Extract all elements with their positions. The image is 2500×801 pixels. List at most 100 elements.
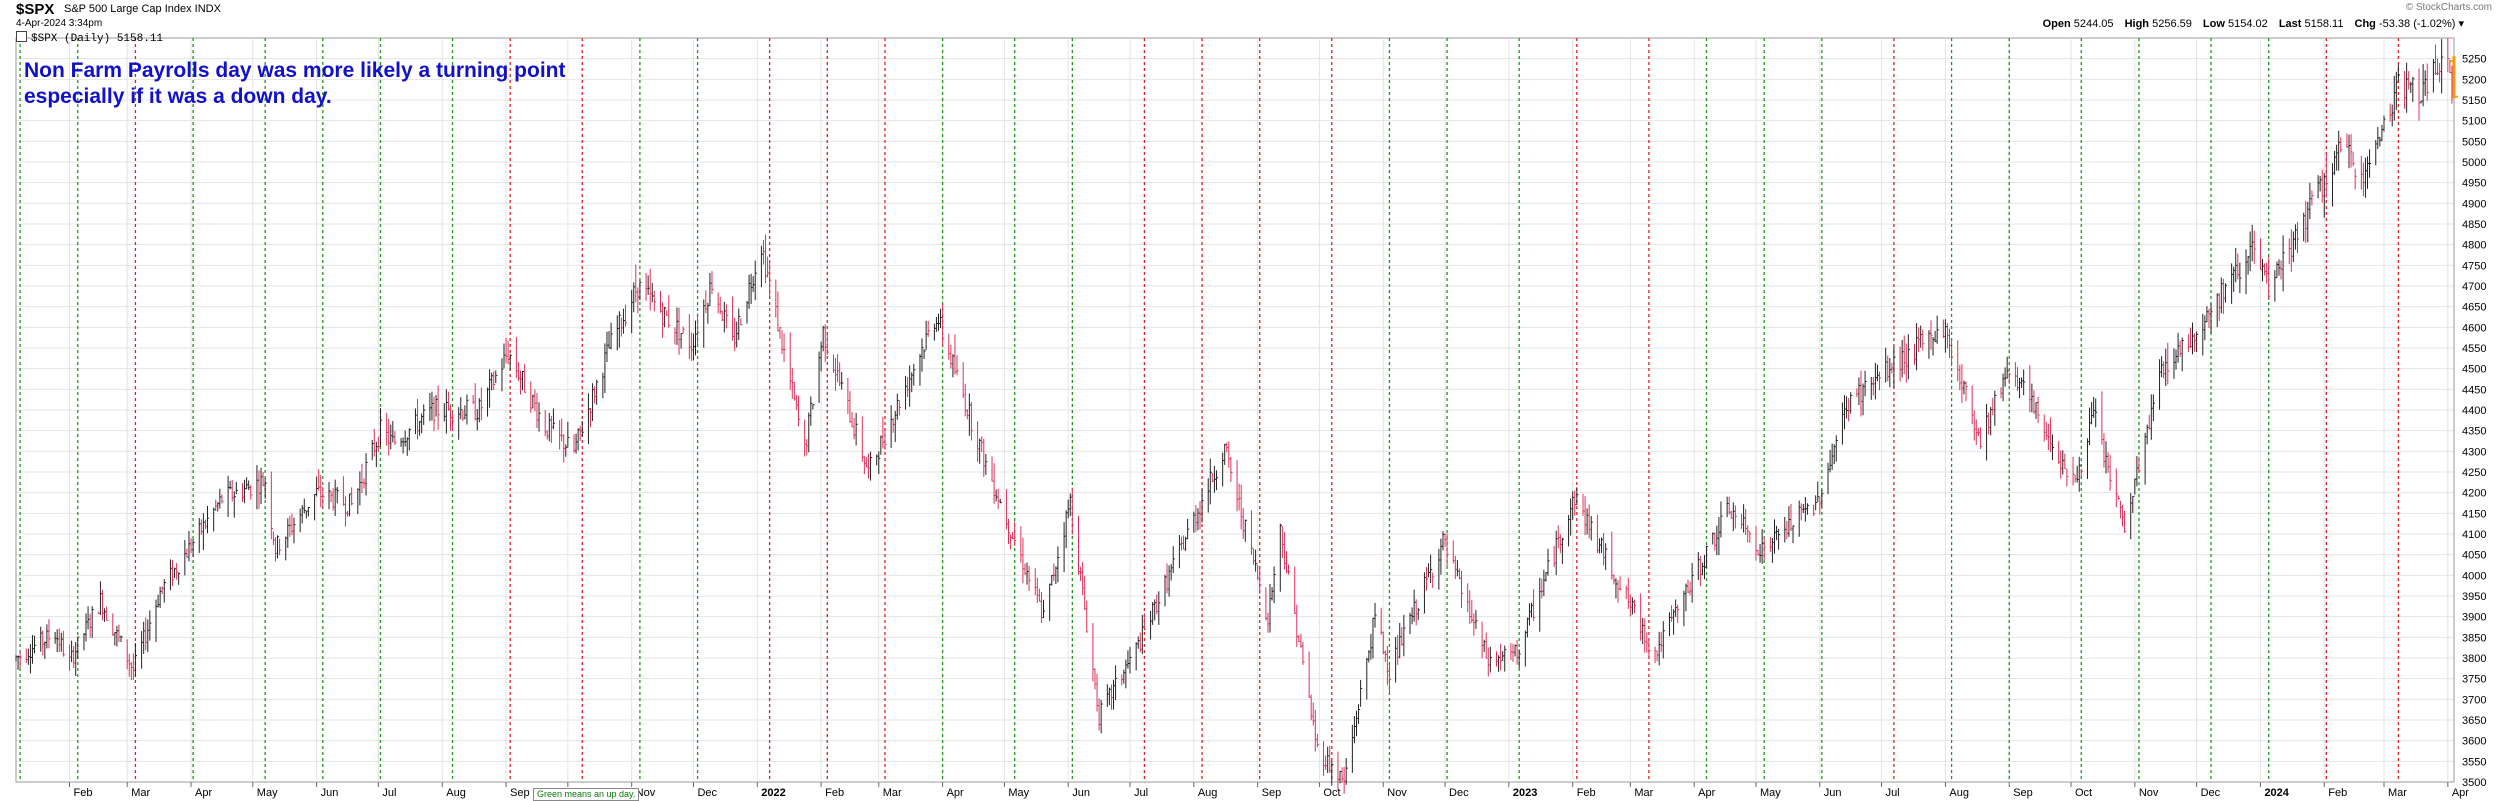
open-label: Open xyxy=(2042,18,2071,30)
x-tick-label: Feb xyxy=(2328,787,2347,799)
y-tick-label: 4050 xyxy=(2462,550,2486,562)
x-tick-label: Dec xyxy=(1449,787,1469,799)
legend-swatch xyxy=(16,31,27,42)
ohlc-readout: Open 5244.05 High 5256.59 Low 5154.02 La… xyxy=(2043,17,2464,30)
y-tick-label: 4600 xyxy=(2462,322,2486,334)
annotation-line-1: Non Farm Payrolls day was more likely a … xyxy=(24,59,566,82)
x-tick-label: 2024 xyxy=(2264,787,2289,799)
y-tick-label: 3800 xyxy=(2462,653,2486,665)
x-tick-label: Apr xyxy=(2452,787,2469,799)
symbol: $SPX xyxy=(16,1,55,18)
y-tick-label: 4350 xyxy=(2462,426,2486,438)
x-tick-label: 2023 xyxy=(1513,787,1537,799)
high-label: High xyxy=(2124,18,2150,30)
x-tick-label: Sep xyxy=(1262,787,1282,799)
x-tick-label: Jun xyxy=(321,787,339,799)
y-tick-label: 4950 xyxy=(2462,178,2486,190)
y-tick-label: 5250 xyxy=(2462,54,2486,66)
y-tick-label: 4250 xyxy=(2462,467,2486,479)
x-tick-label: Jul xyxy=(382,787,396,799)
y-tick-label: 4200 xyxy=(2462,488,2486,500)
callout-box: Green means an up day. xyxy=(533,788,640,801)
grid-lines xyxy=(15,37,2455,783)
y-tick-label: 3900 xyxy=(2462,612,2486,624)
y-tick-label: 4750 xyxy=(2462,260,2486,272)
plot-frame xyxy=(15,37,2455,783)
x-tick-label: Jul xyxy=(1134,787,1148,799)
annotation-line-2: especially if it was a down day. xyxy=(24,85,332,108)
y-tick-label: 3500 xyxy=(2462,777,2486,789)
x-tick-label: Mar xyxy=(1634,787,1653,799)
x-tick-label: May xyxy=(257,787,278,799)
chg-label: Chg xyxy=(2354,18,2376,30)
series-legend: $SPX (Daily) 5158.11 xyxy=(16,31,163,45)
y-tick-label: 5150 xyxy=(2462,95,2486,107)
x-tick-label: Mar xyxy=(883,787,902,799)
x-tick-label: May xyxy=(1008,787,1029,799)
y-tick-label: 3700 xyxy=(2462,694,2486,706)
y-tick-label: 4300 xyxy=(2462,446,2486,458)
y-axis: 3500 3550 3600 3650 3700 3750 3800 3850 3900 3950… xyxy=(2462,54,2486,789)
last-label: Last xyxy=(2278,18,2302,30)
y-tick-label: 4650 xyxy=(2462,302,2486,314)
x-tick-label: Nov xyxy=(1387,787,1407,799)
y-tick-label: 5000 xyxy=(2462,157,2486,169)
x-tick-label: Aug xyxy=(446,787,466,799)
x-tick-label: Mar xyxy=(2388,787,2407,799)
y-tick-label: 3650 xyxy=(2462,715,2486,727)
y-tick-label: 3600 xyxy=(2462,736,2486,748)
y-tick-label: 4800 xyxy=(2462,240,2486,252)
annotation-text: Non Farm Payrolls day was more likely a … xyxy=(24,58,565,110)
y-tick-label: 5200 xyxy=(2462,74,2486,86)
y-tick-label: 4850 xyxy=(2462,219,2486,231)
x-tick-label: Nov xyxy=(636,787,656,799)
y-tick-label: 4900 xyxy=(2462,198,2486,210)
x-tick-label: Nov xyxy=(2139,787,2159,799)
y-tick-label: 4550 xyxy=(2462,343,2486,355)
last-value: 5158.11 xyxy=(2304,18,2344,30)
x-tick-label: Apr xyxy=(947,787,964,799)
index-description: S&P 500 Large Cap Index INDX xyxy=(64,3,221,15)
y-tick-label: 4450 xyxy=(2462,384,2486,396)
x-tick-label: Feb xyxy=(74,787,93,799)
x-tick-label: Apr xyxy=(195,787,212,799)
y-tick-label: 3950 xyxy=(2462,591,2486,603)
y-tick-label: 3550 xyxy=(2462,756,2486,768)
x-tick-label: Feb xyxy=(1577,787,1596,799)
x-axis: Feb Mar Apr May Jun Jul Aug Sep Oct Nov Dec 2022 Feb… xyxy=(69,782,2469,799)
x-tick-label: Apr xyxy=(1698,787,1715,799)
x-tick-label: Dec xyxy=(2201,787,2221,799)
x-tick-label: Oct xyxy=(2075,787,2092,799)
y-tick-label: 5100 xyxy=(2462,116,2486,128)
y-tick-label: 4400 xyxy=(2462,405,2486,417)
x-tick-label: Oct xyxy=(1323,787,1340,799)
chevron-down-icon[interactable]: ▾ xyxy=(2458,18,2464,30)
y-tick-label: 3750 xyxy=(2462,674,2486,686)
low-value: 5154.02 xyxy=(2227,18,2268,30)
x-tick-label: Dec xyxy=(697,787,717,799)
y-tick-label: 4700 xyxy=(2462,281,2486,293)
x-tick-label: Jun xyxy=(1824,787,1842,799)
x-tick-label: Mar xyxy=(131,787,150,799)
y-tick-label: 4500 xyxy=(2462,364,2486,376)
y-tick-label: 4150 xyxy=(2462,508,2486,520)
x-tick-label: Sep xyxy=(510,787,530,799)
chart-header: $SPX S&P 500 Large Cap Index INDX 4-Apr-… xyxy=(0,0,2500,32)
open-value: 5244.05 xyxy=(2073,18,2114,30)
y-tick-label: 4000 xyxy=(2462,570,2486,582)
x-tick-label: 2022 xyxy=(761,787,785,799)
chart-date: 4-Apr-2024 3:34pm xyxy=(16,18,103,29)
y-tick-label: 5050 xyxy=(2462,136,2486,148)
x-tick-label: Feb xyxy=(825,787,844,799)
x-tick-label: Aug xyxy=(1949,787,1969,799)
x-tick-label: Jun xyxy=(1072,787,1090,799)
x-tick-label: Aug xyxy=(1198,787,1218,799)
low-label: Low xyxy=(2202,18,2225,30)
x-tick-label: Sep xyxy=(2013,787,2033,799)
x-tick-label: Jul xyxy=(1886,787,1900,799)
y-tick-label: 4100 xyxy=(2462,529,2486,541)
y-tick-label: 3850 xyxy=(2462,632,2486,644)
legend-label: $SPX (Daily) 5158.11 xyxy=(31,33,164,45)
watermark[interactable]: © StockCharts.com xyxy=(2405,2,2492,13)
